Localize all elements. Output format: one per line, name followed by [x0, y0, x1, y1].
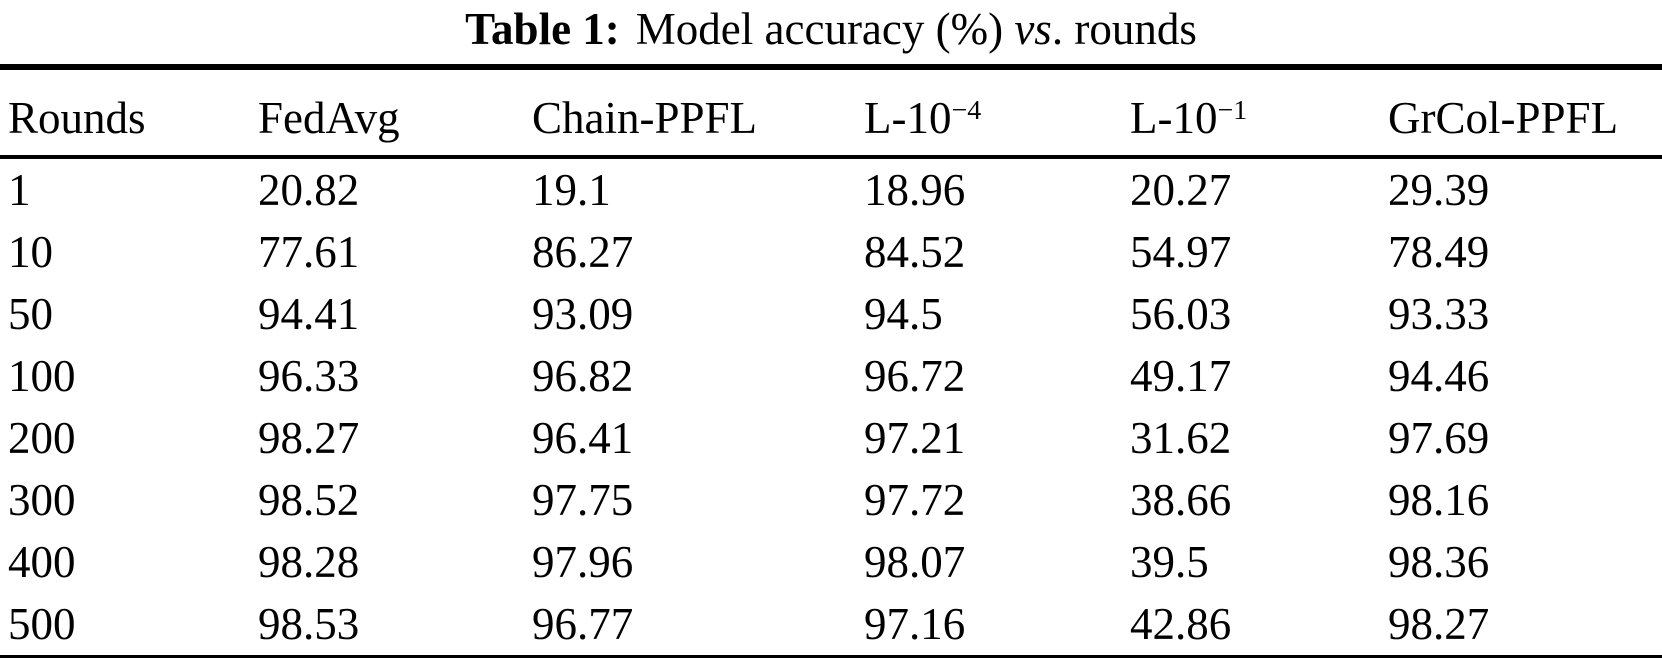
column-header-superscript: −1 [1217, 95, 1248, 126]
cell-l-10-minus-1: 31.62 [1130, 412, 1232, 463]
column-header-superscript: −4 [951, 95, 982, 126]
cell-l-10-minus-4: 84.52 [864, 226, 966, 277]
cell-l-10-minus-1: 39.5 [1130, 536, 1209, 587]
table-row: 10 77.61 86.27 84.52 54.97 78.49 [0, 221, 1662, 283]
table-row: 400 98.28 97.96 98.07 39.5 98.36 [0, 531, 1662, 593]
column-header-grcol-ppfl: GrCol-PPFL [1388, 67, 1662, 159]
cell-fedavg: 98.53 [258, 598, 360, 649]
cell-l-10-minus-4: 97.72 [864, 474, 966, 525]
cell-l-10-minus-1: 49.17 [1130, 350, 1232, 401]
table-caption-tail: . rounds [1051, 4, 1197, 54]
cell-chain-ppfl: 19.1 [532, 164, 611, 215]
cell-rounds: 300 [8, 474, 76, 525]
column-header-text: Rounds [8, 92, 146, 143]
cell-grcol-ppfl: 93.33 [1388, 288, 1490, 339]
cell-l-10-minus-1: 42.86 [1130, 598, 1232, 649]
cell-chain-ppfl: 96.82 [532, 350, 634, 401]
table-caption-label: Table 1: [465, 4, 620, 54]
cell-grcol-ppfl: 78.49 [1388, 226, 1490, 277]
cell-fedavg: 98.27 [258, 412, 360, 463]
cell-l-10-minus-4: 94.5 [864, 288, 943, 339]
table-caption-text: Model accuracy (%) [635, 4, 1004, 54]
table-row: 100 96.33 96.82 96.72 49.17 94.46 [0, 345, 1662, 407]
cell-fedavg: 98.28 [258, 536, 360, 587]
cell-l-10-minus-4: 97.21 [864, 412, 966, 463]
cell-chain-ppfl: 86.27 [532, 226, 634, 277]
cell-rounds: 50 [8, 288, 53, 339]
column-header-l-10-minus-1: L-10−1 [1130, 67, 1388, 159]
column-header-rounds: Rounds [0, 67, 258, 159]
cell-chain-ppfl: 97.75 [532, 474, 634, 525]
accuracy-table: Rounds FedAvg Chain-PPFL L-10−4 L-10−1 G… [0, 64, 1662, 658]
table-row: 300 98.52 97.75 97.72 38.66 98.16 [0, 469, 1662, 531]
cell-l-10-minus-1: 20.27 [1130, 164, 1232, 215]
column-header-fedavg: FedAvg [258, 67, 532, 159]
cell-rounds: 200 [8, 412, 76, 463]
table-caption: Table 1: Model accuracy (%) vs. rounds [0, 0, 1662, 64]
cell-chain-ppfl: 93.09 [532, 288, 634, 339]
table-caption-vs: vs [1014, 4, 1052, 54]
cell-rounds: 500 [8, 598, 76, 649]
cell-grcol-ppfl: 97.69 [1388, 412, 1490, 463]
table-row: 500 98.53 96.77 97.16 42.86 98.27 [0, 593, 1662, 658]
cell-fedavg: 77.61 [258, 226, 360, 277]
column-header-l-10-minus-4: L-10−4 [864, 67, 1130, 159]
cell-fedavg: 94.41 [258, 288, 360, 339]
column-header-text: L-10 [864, 92, 952, 143]
table-row: 50 94.41 93.09 94.5 56.03 93.33 [0, 283, 1662, 345]
cell-l-10-minus-1: 38.66 [1130, 474, 1232, 525]
cell-l-10-minus-1: 56.03 [1130, 288, 1232, 339]
column-header-text: Chain-PPFL [532, 92, 758, 143]
cell-grcol-ppfl: 98.36 [1388, 536, 1490, 587]
cell-grcol-ppfl: 94.46 [1388, 350, 1490, 401]
cell-grcol-ppfl: 98.27 [1388, 598, 1490, 649]
cell-chain-ppfl: 97.96 [532, 536, 634, 587]
table-row: 1 20.82 19.1 18.96 20.27 29.39 [0, 157, 1662, 221]
cell-rounds: 10 [8, 226, 53, 277]
cell-rounds: 400 [8, 536, 76, 587]
cell-rounds: 100 [8, 350, 76, 401]
cell-chain-ppfl: 96.77 [532, 598, 634, 649]
cell-l-10-minus-4: 97.16 [864, 598, 966, 649]
cell-l-10-minus-1: 54.97 [1130, 226, 1232, 277]
header-row: Rounds FedAvg Chain-PPFL L-10−4 L-10−1 G… [0, 67, 1662, 159]
cell-l-10-minus-4: 96.72 [864, 350, 966, 401]
cell-l-10-minus-4: 98.07 [864, 536, 966, 587]
cell-fedavg: 20.82 [258, 164, 360, 215]
cell-fedavg: 96.33 [258, 350, 360, 401]
cell-chain-ppfl: 96.41 [532, 412, 634, 463]
cell-l-10-minus-4: 18.96 [864, 164, 966, 215]
column-header-text: FedAvg [258, 92, 400, 143]
column-header-text: GrCol-PPFL [1388, 92, 1619, 143]
column-header-chain-ppfl: Chain-PPFL [532, 67, 864, 159]
table-row: 200 98.27 96.41 97.21 31.62 97.69 [0, 407, 1662, 469]
cell-fedavg: 98.52 [258, 474, 360, 525]
column-header-text: L-10 [1130, 92, 1218, 143]
cell-rounds: 1 [8, 164, 31, 215]
cell-grcol-ppfl: 29.39 [1388, 164, 1490, 215]
cell-grcol-ppfl: 98.16 [1388, 474, 1490, 525]
